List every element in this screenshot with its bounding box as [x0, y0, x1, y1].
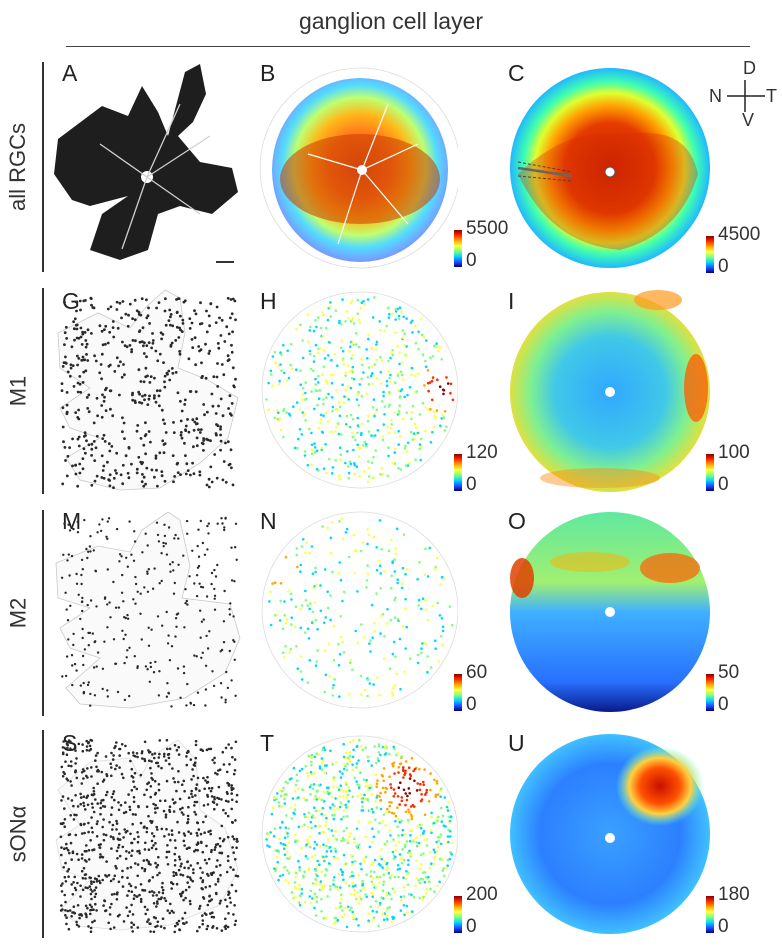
panel-label-s: S [62, 730, 78, 756]
cell-dots-g [60, 296, 237, 490]
panel-label-t: T [260, 730, 275, 756]
retina-wholemount-g [57, 289, 239, 491]
cell-map-t [261, 735, 458, 933]
row-bar-sona [42, 730, 44, 938]
panel-label-g: G [62, 288, 80, 314]
row-label-m1: M1 [5, 375, 30, 407]
row-label-m2: M2 [5, 597, 30, 629]
panel-label-i: I [508, 288, 515, 314]
row-bar-m1 [42, 288, 44, 494]
orientation-compass: D N T V [703, 58, 777, 130]
cell-dots-t [265, 738, 454, 929]
density-map-i [510, 290, 710, 492]
wholemount-shape-a [54, 64, 238, 263]
panel-label-h: H [260, 288, 277, 314]
row-label-all-rgcs: all RGCs [5, 122, 31, 212]
panel-label-u: U [508, 730, 525, 756]
cell-dots-s [59, 738, 240, 934]
retina-wholemount-s [55, 738, 240, 934]
figure-title: ganglion cell layer [298, 8, 484, 34]
panel-label-n: N [260, 508, 277, 534]
row-label-sona: sONα [5, 805, 30, 863]
cell-map-b [259, 67, 458, 269]
density-map-o [510, 512, 710, 712]
panel-label-a: A [62, 60, 78, 86]
cell-map-n [261, 511, 458, 709]
cell-dots-n [268, 517, 454, 698]
panel-label-m: M [62, 508, 82, 534]
retina-wholemount-a [54, 64, 238, 263]
row-bar-all-rgcs [42, 62, 44, 272]
cell-map-h [261, 291, 458, 489]
retina-wholemount-m [55, 511, 241, 709]
compass-nasal: N [709, 86, 722, 106]
compass-temporal: T [766, 86, 777, 106]
compass-cross [727, 80, 765, 112]
density-map-c [510, 68, 710, 268]
cell-dots-h [265, 296, 455, 484]
compass-ventral: V [742, 110, 755, 130]
row-bar-m2 [42, 510, 44, 716]
panel-label-c: C [508, 60, 525, 86]
panel-label-o: O [508, 508, 526, 534]
cell-dots-m [60, 516, 238, 708]
panel-label-b: B [260, 60, 276, 86]
title-underline [66, 46, 750, 47]
compass-dorsal: D [743, 58, 756, 78]
density-map-u [510, 734, 710, 934]
